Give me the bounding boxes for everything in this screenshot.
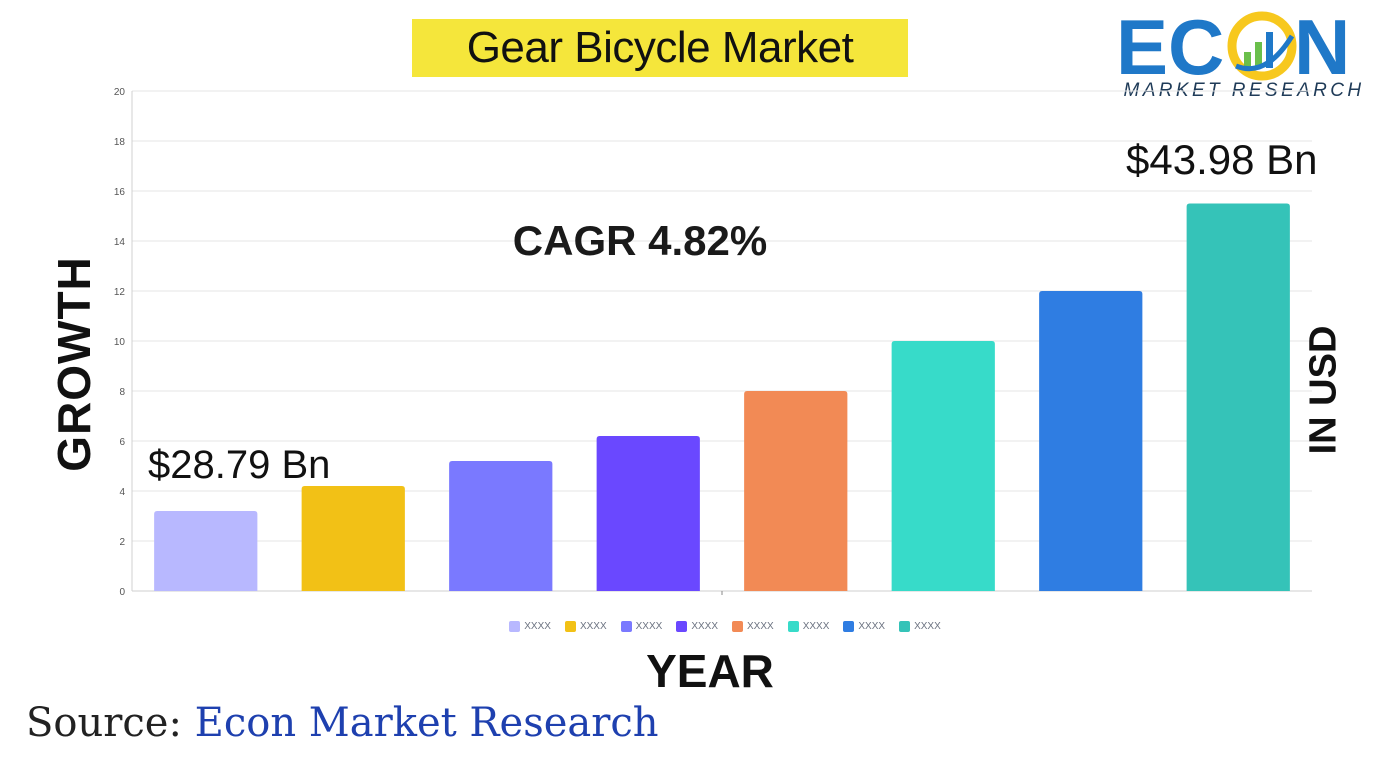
logo-swoosh-icon	[1235, 34, 1295, 72]
legend-item: XXXX	[620, 620, 663, 632]
legend-swatch	[732, 620, 743, 632]
legend-swatch	[564, 620, 576, 632]
econ-logo: EC N MARKET RESEARCH	[1116, 3, 1372, 106]
bar	[596, 436, 700, 591]
legend-item: XXXX	[732, 620, 774, 632]
y-tick-label: 12	[114, 287, 126, 298]
bar	[449, 461, 553, 591]
y-tick-label: 8	[119, 387, 125, 398]
legend-swatch	[899, 620, 911, 632]
legend-item: XXXX	[899, 620, 941, 632]
y-tick-label: 16	[114, 187, 126, 198]
y-tick-label: 20	[114, 87, 126, 98]
y-tick-label: 14	[114, 237, 126, 248]
y-tick-label: 2	[119, 537, 125, 548]
source-prefix: Source:	[26, 700, 195, 746]
y-axis-label-text: GROWTH	[48, 256, 100, 472]
source-name: Econ Market Research	[194, 700, 659, 746]
y-tick-label: 0	[119, 587, 125, 598]
legend-swatch	[787, 620, 799, 632]
logo-bar-icon	[1255, 42, 1262, 68]
bar	[744, 391, 848, 591]
y-axis-label-right: IN USD	[1296, 310, 1352, 470]
legend-swatch	[843, 620, 855, 632]
title-highlight	[412, 19, 908, 77]
logo-bar-icon	[1266, 32, 1273, 68]
source-line: Source: Econ Market Research	[26, 700, 659, 746]
bar	[301, 486, 405, 591]
y-tick-label: 4	[119, 487, 125, 498]
legend-label: XXXX	[858, 620, 886, 632]
chart-title: Gear Bicycle Market	[466, 23, 854, 72]
econ-logo-mark: EC N	[1116, 3, 1350, 91]
y-tick-label: 6	[119, 437, 125, 448]
cagr-annotation: CAGR 4.82%	[512, 217, 768, 264]
legend-item: XXXX	[564, 620, 607, 632]
bar	[1186, 203, 1290, 591]
legend-item: XXXX	[676, 620, 718, 632]
start-value-annotation: $28.79 Bn	[148, 443, 331, 487]
legend-label: XXXX	[747, 620, 774, 632]
y-axis-label-left: GROWTH	[26, 246, 122, 482]
logo-ring-icon	[1227, 11, 1297, 81]
legend-item: XXXX	[787, 620, 830, 632]
logo-bar-icon	[1244, 52, 1251, 68]
bar	[891, 341, 995, 591]
y-tick-label: 18	[114, 137, 126, 148]
bar	[154, 511, 258, 591]
logo-letters-ec: EC	[1116, 8, 1224, 82]
logo-letter-n: N	[1294, 8, 1350, 82]
legend-item: XXXX	[509, 620, 551, 632]
legend-label: XXXX	[524, 620, 551, 632]
bar	[1039, 291, 1143, 591]
legend-label: XXXX	[579, 620, 607, 632]
legend-label: XXXX	[802, 620, 830, 632]
legend-swatch	[620, 620, 632, 632]
end-value-annotation: $43.98 Bn	[1126, 136, 1318, 183]
chart-legend: XXXX XXXX XXXX XXXX XXXX XXXX XXXX XXXX	[509, 618, 941, 634]
legend-label: XXXX	[691, 620, 718, 632]
x-axis-label: YEAR	[646, 645, 774, 697]
legend-item: XXXX	[843, 620, 886, 632]
legend-swatch	[509, 620, 521, 632]
legend-swatch	[676, 620, 688, 632]
legend-label: XXXX	[914, 620, 941, 632]
y-axis-unit-text: IN USD	[1302, 325, 1345, 455]
y-tick-label: 10	[114, 337, 126, 348]
legend-label: XXXX	[635, 620, 663, 632]
